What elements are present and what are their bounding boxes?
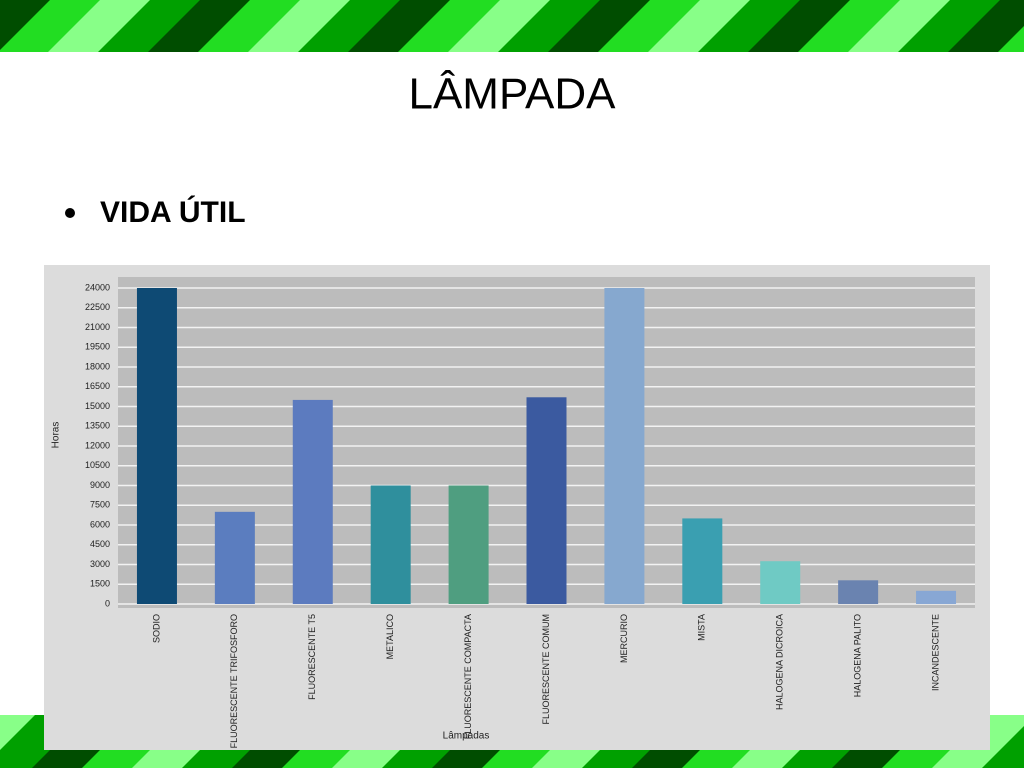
bar — [682, 518, 723, 604]
slide-title: LÂMPADA — [408, 70, 616, 119]
bar — [526, 397, 567, 604]
bar — [760, 561, 801, 604]
y-tick-label: 18000 — [85, 361, 110, 371]
y-tick-label: 7500 — [90, 500, 110, 510]
y-tick-label: 21000 — [85, 322, 110, 332]
chart: 0 1500 3000 4500 6000 7500 9000 10500 12000 13500… — [51, 282, 975, 748]
y-tick-label: 10500 — [85, 460, 110, 470]
bullet-text: VIDA ÚTIL — [100, 195, 246, 229]
y-tick-label: 4500 — [90, 539, 110, 549]
y-axis-label: Horas — [51, 422, 62, 449]
bar — [604, 288, 645, 604]
y-tick-label: 6000 — [90, 519, 110, 529]
bar — [136, 288, 177, 604]
x-tick-label: FLUORESCENTE T5 — [307, 614, 317, 700]
y-tick-label: 9000 — [90, 480, 110, 490]
bullet-dot — [65, 208, 75, 218]
y-tick-label: 1500 — [90, 579, 110, 589]
y-tick-label: 24000 — [85, 282, 110, 292]
x-tick-label: FLUORESCENTE COMUM — [541, 614, 551, 725]
x-tick-label: MERCURIO — [619, 614, 629, 663]
x-tick-label: INCANDESCENTE — [930, 614, 940, 691]
y-tick-label: 15000 — [85, 401, 110, 411]
x-tick-label: MISTA — [697, 614, 707, 641]
top-band — [0, 0, 1024, 52]
x-tick-label: FLUORESCENTE COMPACTA — [463, 614, 473, 739]
bar — [916, 590, 957, 604]
bar — [448, 485, 489, 604]
y-tick-label: 16500 — [85, 381, 110, 391]
x-tick-label: METALICO — [385, 614, 395, 659]
x-tick-label: SODIO — [151, 614, 161, 643]
y-tick-label: 13500 — [85, 421, 110, 431]
bar — [370, 485, 411, 604]
y-tick-label: 12000 — [85, 440, 110, 450]
bar — [838, 580, 879, 604]
x-tick-label: HALOGENA PALITO — [853, 614, 863, 697]
y-tick-label: 22500 — [85, 302, 110, 312]
y-tick-label: 19500 — [85, 342, 110, 352]
bar — [292, 399, 333, 604]
y-tick-label: 0 — [105, 598, 110, 608]
y-tick-label: 3000 — [90, 559, 110, 569]
x-tick-label: HALOGENA DICROICA — [775, 614, 785, 710]
bar — [214, 511, 255, 604]
x-tick-label: FLUORESCENTE TRIFOSFORO — [229, 614, 239, 748]
x-axis-label: Lâmpadas — [443, 731, 490, 742]
